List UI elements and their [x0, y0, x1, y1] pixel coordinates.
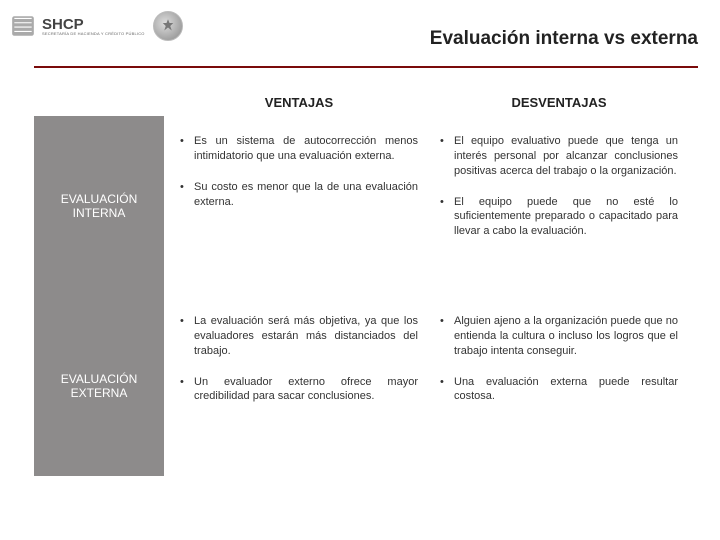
bullet-text: Un evaluador externo ofrece mayor credib… — [194, 375, 418, 405]
list-item: •Una evaluación externa puede resultar c… — [440, 375, 678, 405]
cell-externa-desventajas: •Alguien ajeno a la organización puede q… — [434, 296, 684, 476]
header-empty — [34, 88, 164, 116]
bullet-text: Alguien ajeno a la organización puede qu… — [454, 314, 678, 359]
horizontal-rule — [34, 66, 698, 68]
bullet-text: Una evaluación externa puede resultar co… — [454, 375, 678, 405]
shcp-subtext: SECRETARÍA DE HACIENDA Y CRÉDITO PÚBLICO — [42, 32, 145, 36]
list-item: •El equipo evaluativo puede que tenga un… — [440, 134, 678, 179]
comparison-table: VENTAJAS DESVENTAJAS EVALUACIÓN INTERNA … — [34, 88, 698, 476]
bullet-text: El equipo evaluativo puede que tenga un … — [454, 134, 678, 179]
list-item: •La evaluación será más objetiva, ya que… — [180, 314, 418, 359]
gobierno-seal-icon — [153, 11, 183, 41]
row-label-externa: EVALUACIÓN EXTERNA — [34, 296, 164, 476]
bullet-text: El equipo puede que no esté lo suficient… — [454, 195, 678, 240]
list-item: •El equipo puede que no esté lo suficien… — [440, 195, 678, 240]
cell-externa-ventajas: •La evaluación será más objetiva, ya que… — [174, 296, 424, 476]
bullet-text: La evaluación será más objetiva, ya que … — [194, 314, 418, 359]
list-item: •Un evaluador externo ofrece mayor credi… — [180, 375, 418, 405]
bullet-text: Es un sistema de autocorrección menos in… — [194, 134, 418, 164]
row-label-interna: EVALUACIÓN INTERNA — [34, 116, 164, 296]
shcp-text: SHCP — [42, 17, 145, 32]
shcp-seal-icon — [10, 13, 36, 39]
col-header-ventajas: VENTAJAS — [174, 88, 424, 116]
cell-interna-ventajas: •Es un sistema de autocorrección menos i… — [174, 116, 424, 296]
col-header-desventajas: DESVENTAJAS — [434, 88, 684, 116]
bullet-text: Su costo es menor que la de una evaluaci… — [194, 180, 418, 210]
page-title: Evaluación interna vs externa — [430, 28, 698, 50]
list-item: •Alguien ajeno a la organización puede q… — [440, 314, 678, 359]
cell-interna-desventajas: •El equipo evaluativo puede que tenga un… — [434, 116, 684, 296]
shcp-logo: SHCP SECRETARÍA DE HACIENDA Y CRÉDITO PÚ… — [10, 13, 145, 39]
list-item: •Su costo es menor que la de una evaluac… — [180, 180, 418, 210]
list-item: •Es un sistema de autocorrección menos i… — [180, 134, 418, 164]
